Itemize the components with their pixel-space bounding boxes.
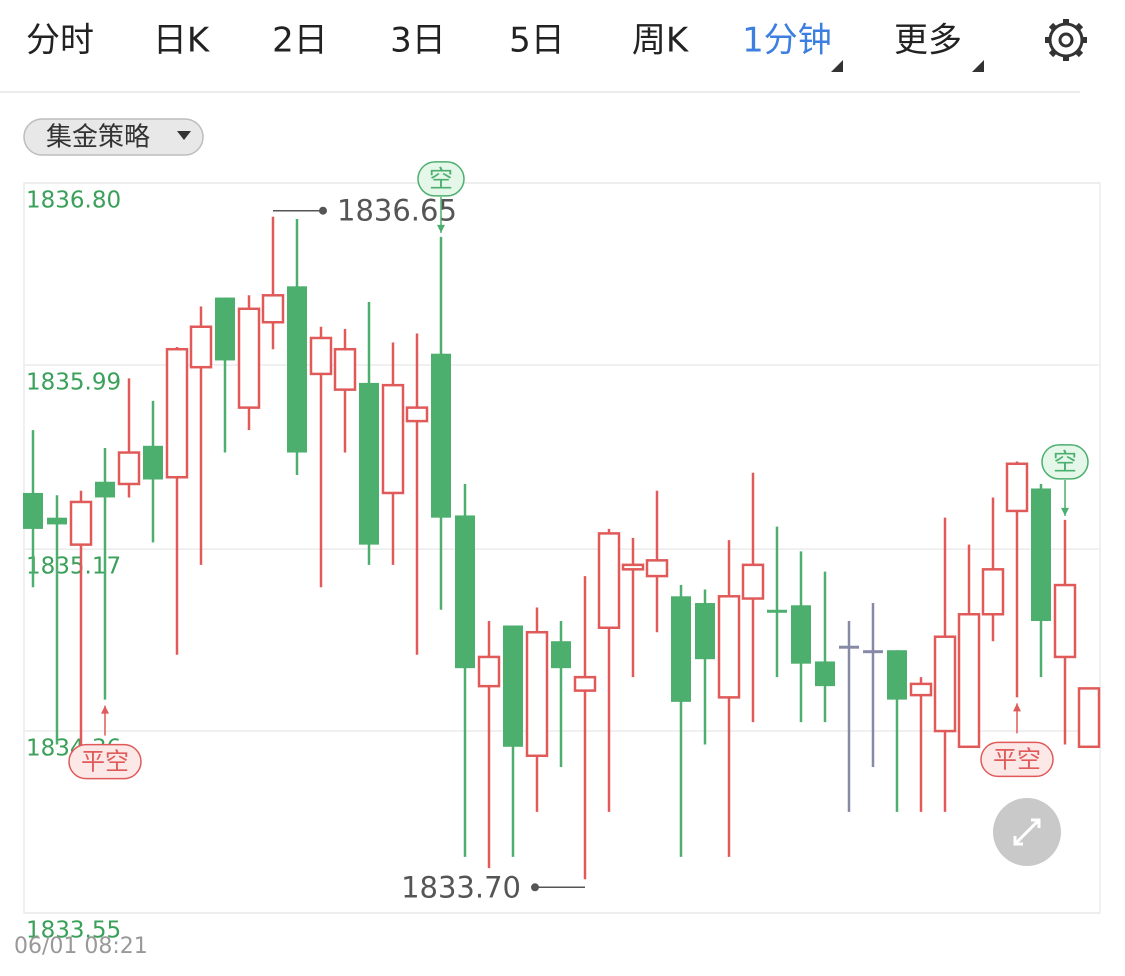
tab[interactable]: 1分钟 [742,21,832,61]
candle-body [23,492,43,529]
y-tick-label: 1835.99 [26,369,121,395]
candle-body [431,353,451,518]
candle-body [143,445,163,480]
strategy-dropdown[interactable]: 集金策略 [23,118,204,156]
signal-badge [980,741,1054,778]
signal-arrowhead [1013,703,1021,712]
candle-body [1031,488,1051,621]
candle-body [503,625,523,747]
signal-arrowhead [1061,507,1069,516]
candle-body [525,630,549,758]
gear-hub [1058,32,1074,48]
candle-body [717,595,741,699]
extreme-dot [531,883,539,892]
candle-body [405,406,429,423]
tab[interactable]: 5日 [509,21,565,61]
signal-badge [1041,444,1089,480]
candle-body [1005,462,1029,513]
candle-body [95,481,115,498]
candle-body [47,517,67,525]
candle-body [1053,583,1077,659]
extreme-label: 1836.65 [337,194,457,228]
y-tick-label: 1833.55 [26,918,121,944]
candle-body [333,347,357,391]
tab[interactable]: 分时 [26,21,94,61]
signal-arrowhead [101,705,109,714]
candle-body [741,563,765,600]
gear-teeth [1045,19,1087,61]
candle-body [863,650,883,654]
signal-label: 空 [429,165,453,193]
candle-body [551,641,571,669]
y-tick-label: 1836.80 [26,188,121,214]
candle-body [455,515,475,669]
tab[interactable]: 3日 [390,21,446,61]
y-tick-label: 1835.17 [26,554,121,580]
candle-body [69,500,93,546]
signal-arrowhead [437,224,445,233]
tab[interactable]: 更多 [894,21,962,61]
tab-caret [972,60,984,72]
candle-body [933,635,957,733]
expand-button[interactable] [993,798,1061,866]
candle-body [981,568,1005,616]
extreme-dot [319,206,327,215]
candle-body [621,563,645,571]
dropdown-caret [177,131,191,140]
candle-body [117,451,141,486]
candle-body [381,383,405,495]
dropdown-pill [23,118,204,156]
candle-body [165,347,189,479]
candle-body [189,325,213,369]
signal-label: 平空 [81,748,129,776]
signal-badge [68,743,142,780]
tab[interactable]: 日K [153,21,211,61]
candle-body [597,532,621,629]
candle-body [573,675,597,692]
signal-badge [417,161,465,197]
candle-body [237,307,261,409]
tab[interactable]: 2日 [272,21,328,61]
tab-caret [831,60,843,72]
settings-icon[interactable] [1045,19,1087,61]
candle-body [909,682,933,697]
candle-body [671,596,691,702]
candle-body [645,559,669,578]
candle-body [215,297,235,361]
candle-body [261,294,285,324]
candle-body [815,661,835,687]
candle-body [957,613,981,749]
candle-body [477,655,501,688]
candle-body [359,382,379,545]
candle-body [839,645,859,649]
candle-body [1077,687,1101,749]
candle-body [309,336,333,376]
candle-body [695,603,715,660]
candle-body [767,609,787,613]
signal-label: 空 [1053,448,1077,476]
signal-label: 平空 [993,745,1041,773]
candle-body [287,286,307,453]
chart-frame [23,182,1101,914]
expand-arrows [1013,818,1041,846]
candle-body [791,605,811,664]
candle-body [887,650,907,700]
tab[interactable]: 周K [632,21,690,61]
date-label: 06/01 08:21 [14,934,148,959]
extreme-label: 1833.70 [401,870,521,904]
dropdown-label: 集金策略 [46,123,150,153]
